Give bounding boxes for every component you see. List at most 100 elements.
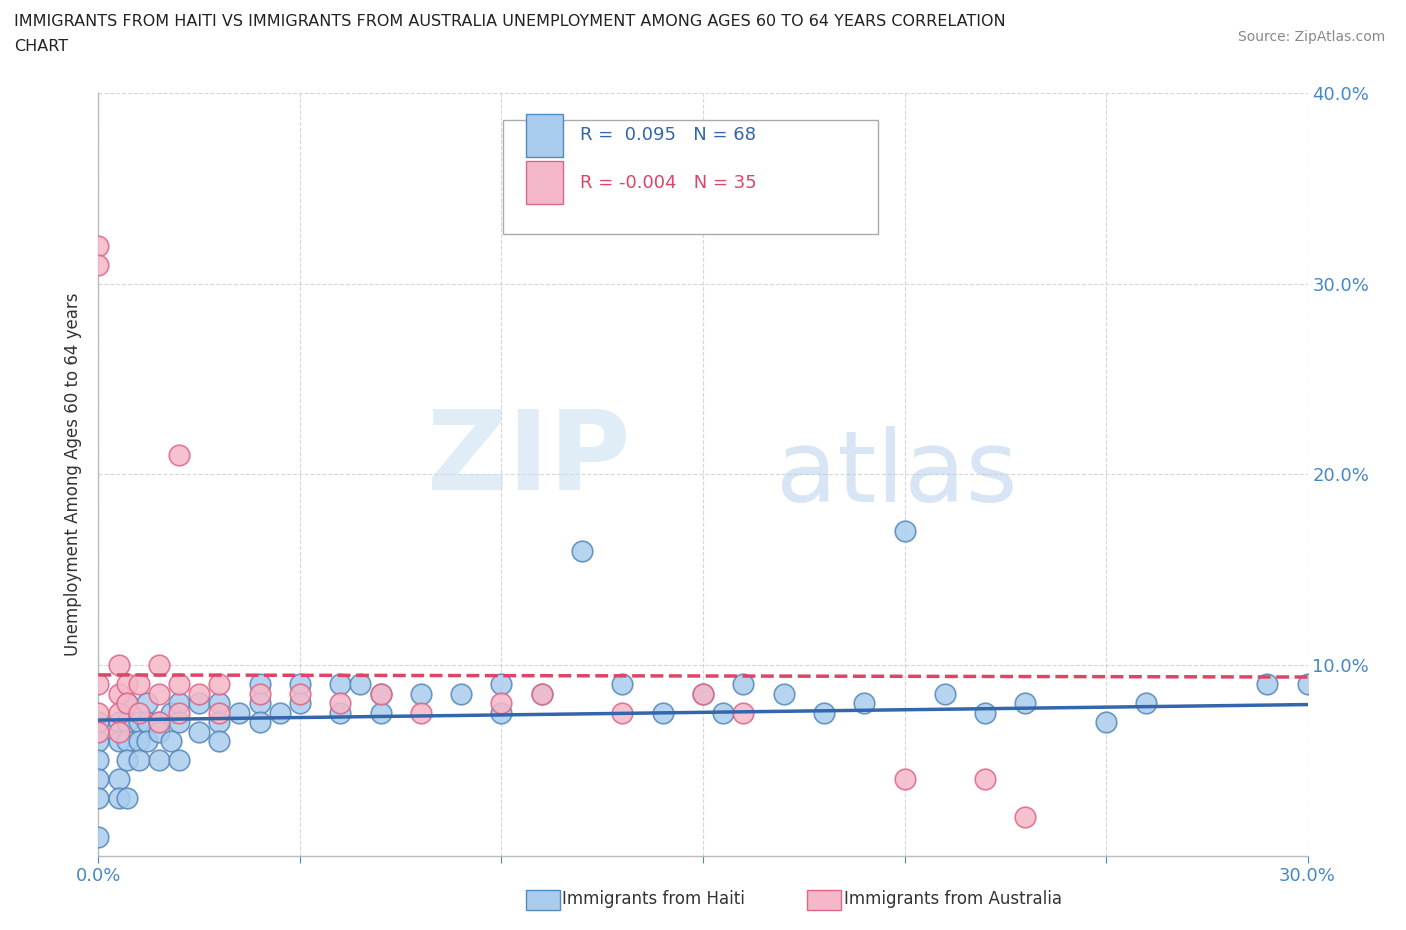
Point [228,705,250,720]
Point [167,696,190,711]
Point [974,705,997,720]
Point [87,734,110,749]
Point [1014,810,1036,825]
Point [1014,696,1036,711]
Point [491,705,513,720]
Point [733,705,755,720]
Point [934,686,956,701]
Point [370,686,392,701]
Point [329,705,352,720]
Point [813,705,835,720]
Point [128,705,150,720]
Point [167,448,190,463]
Point [249,714,271,729]
Text: Source: ZipAtlas.com: Source: ZipAtlas.com [1237,30,1385,44]
Point [208,705,231,720]
Point [160,705,183,720]
Point [87,258,110,272]
Point [115,790,138,805]
Point [208,734,231,749]
Point [135,696,157,711]
Point [148,753,170,768]
Point [87,753,110,768]
Point [87,830,110,844]
Point [1095,714,1118,729]
Point [733,677,755,692]
Point [115,696,138,711]
Point [167,677,190,692]
Point [370,686,392,701]
Point [107,734,129,749]
Point [87,705,110,720]
Point [87,724,110,739]
Point [208,677,231,692]
Point [128,753,150,768]
Point [974,772,997,787]
Text: ZIP: ZIP [427,405,630,512]
Point [612,705,634,720]
Point [87,790,110,805]
Point [148,724,170,739]
Point [208,696,231,711]
Point [87,772,110,787]
Point [409,686,432,701]
Point [115,753,138,768]
Text: R = -0.004   N = 35: R = -0.004 N = 35 [579,174,756,192]
Point [208,714,231,729]
Point [128,734,150,749]
Point [772,686,794,701]
Point [148,686,170,701]
Point [107,790,129,805]
Point [853,696,876,711]
Point [107,658,129,672]
Point [491,677,513,692]
Point [148,658,170,672]
Point [115,696,138,711]
Point [1256,677,1278,692]
Point [571,543,593,558]
Point [87,238,110,253]
Point [269,705,291,720]
Point [87,677,110,692]
Point [651,705,673,720]
Point [115,734,138,749]
Point [148,714,170,729]
Point [249,696,271,711]
FancyBboxPatch shape [526,161,562,205]
Text: CHART: CHART [14,39,67,54]
Text: Immigrants from Australia: Immigrants from Australia [844,890,1062,909]
Point [107,724,129,739]
Point [692,686,714,701]
Point [128,714,150,729]
Point [349,677,371,692]
Point [115,714,138,729]
Text: atlas: atlas [776,426,1017,523]
Point [893,525,915,539]
Point [128,677,150,692]
Point [115,677,138,692]
Point [530,686,553,701]
Point [160,734,183,749]
Point [188,686,211,701]
Point [491,696,513,711]
Point [288,686,311,701]
Point [107,686,129,701]
Point [107,714,129,729]
Point [329,677,352,692]
FancyBboxPatch shape [526,113,562,157]
Point [167,705,190,720]
Point [893,772,915,787]
Point [370,705,392,720]
Text: IMMIGRANTS FROM HAITI VS IMMIGRANTS FROM AUSTRALIA UNEMPLOYMENT AMONG AGES 60 TO: IMMIGRANTS FROM HAITI VS IMMIGRANTS FROM… [14,14,1005,29]
FancyBboxPatch shape [503,120,879,234]
Point [530,686,553,701]
Point [107,772,129,787]
Point [409,705,432,720]
Point [107,705,129,720]
Point [188,696,211,711]
Point [1296,677,1319,692]
Point [288,677,311,692]
Text: Immigrants from Haiti: Immigrants from Haiti [562,890,745,909]
Point [167,714,190,729]
Point [188,724,211,739]
